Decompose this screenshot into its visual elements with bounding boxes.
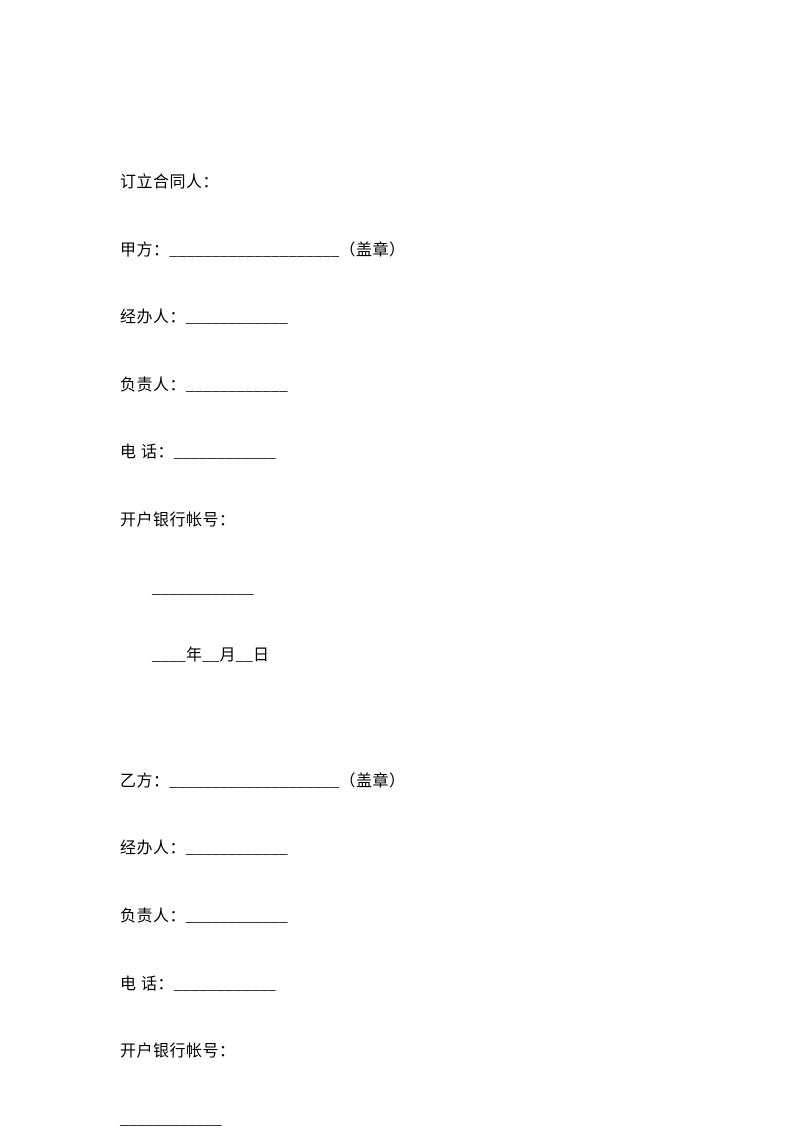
party-a-label: 甲方： [120,242,170,259]
party-b-responsible-label: 负责人： [120,908,186,925]
party-b-handler-blank: ____________ [186,840,288,857]
party-a-handler-blank: ____________ [186,309,288,326]
party-a-bank-label: 开户银行帐号： [120,512,236,529]
party-a-phone-line: 电 话：____________ [120,440,674,466]
party-b-seal: （盖章） [340,773,406,790]
party-a-line: 甲方：____________________（盖章） [120,238,674,264]
party-a-seal: （盖章） [340,242,406,259]
header-text: 订立合同人： [120,174,219,191]
party-b-handler-line: 经办人：____________ [120,836,674,862]
party-a-responsible-label: 负责人： [120,377,186,394]
party-a-responsible-blank: ____________ [186,377,288,394]
party-a-handler-label: 经办人： [120,309,186,326]
party-b-label: 乙方： [120,773,170,790]
party-a-blank: ____________________ [170,242,340,259]
header-line: 订立合同人： [120,170,674,196]
party-b-bank-label-line: 开户银行帐号： [120,1039,674,1065]
party-b-bank-blank: ____________ [120,1111,222,1128]
party-a-phone-blank: ____________ [174,444,276,461]
party-b-blank: ____________________ [170,773,340,790]
party-b-bank-blank-line: ____________ [120,1107,674,1132]
party-a-bank-blank-line: ____________ [120,576,674,602]
party-b-phone-label: 电 话： [120,976,174,993]
party-b-phone-blank: ____________ [174,976,276,993]
party-b-line: 乙方：____________________（盖章） [120,769,674,795]
party-a-date-line: ____年__月__日 [120,643,674,669]
party-b-bank-label: 开户银行帐号： [120,1043,236,1060]
party-a-bank-blank: ____________ [152,580,254,597]
party-a-handler-line: 经办人：____________ [120,305,674,331]
party-a-bank-label-line: 开户银行帐号： [120,508,674,534]
party-b-phone-line: 电 话：____________ [120,972,674,998]
party-b-responsible-line: 负责人：____________ [120,904,674,930]
party-a-phone-label: 电 话： [120,444,174,461]
party-b-handler-label: 经办人： [120,840,186,857]
party-a-responsible-line: 负责人：____________ [120,373,674,399]
contract-signature-page: 订立合同人： 甲方：____________________（盖章） 经办人：_… [0,0,794,1132]
party-b-responsible-blank: ____________ [186,908,288,925]
party-a-date-text: ____年__月__日 [152,647,270,664]
